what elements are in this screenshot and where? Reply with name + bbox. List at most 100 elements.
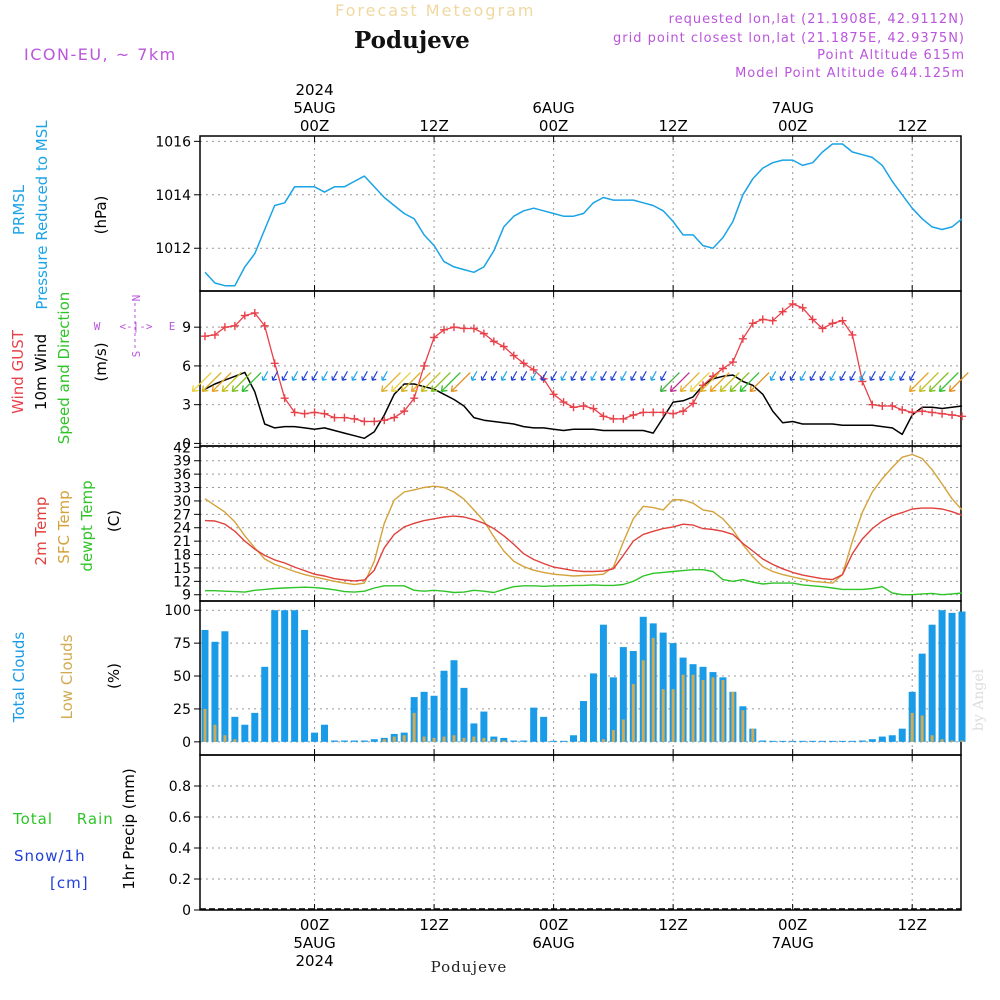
gust-point xyxy=(230,321,239,330)
total-cloud-bar xyxy=(281,610,289,742)
wind-arrow xyxy=(371,376,377,381)
gust-point xyxy=(848,330,857,339)
bottom-time-label: 12Z xyxy=(419,916,448,934)
gust-point xyxy=(360,417,369,426)
clouds-ytick-label: 50 xyxy=(173,669,191,685)
precip-axis-label: 1hr Precip (mm) xyxy=(120,768,138,889)
gust-point xyxy=(300,409,309,418)
clouds-ytick-label: 75 xyxy=(173,636,191,652)
low-cloud-bar xyxy=(741,710,745,742)
wind-arrow xyxy=(719,372,740,392)
total-cloud-bar xyxy=(321,724,329,742)
bottom-time-label: 2024 xyxy=(295,952,333,970)
total-cloud-bar xyxy=(829,740,837,742)
total-cloud-bar xyxy=(370,739,378,742)
total-cloud-bar xyxy=(330,740,338,742)
top-time-label: 00Z xyxy=(778,117,807,135)
wind-arrow xyxy=(351,376,357,381)
wind-arrow xyxy=(481,370,488,381)
wind-arrow xyxy=(390,385,398,393)
pressure-ytick-label: 1014 xyxy=(155,188,191,204)
gust-point xyxy=(798,303,807,312)
total-cloud-bar xyxy=(570,735,578,742)
pressure-ytick-label: 1012 xyxy=(155,241,191,257)
wind-arrow xyxy=(381,370,388,381)
total-cloud-bar xyxy=(350,740,358,742)
wind-arrow xyxy=(849,376,855,381)
precip-label-rain: Total Rain xyxy=(12,810,114,828)
wind-arrow xyxy=(729,385,737,393)
total-cloud-bar xyxy=(231,716,239,742)
gust-point xyxy=(738,334,747,343)
wind-arrow xyxy=(531,370,538,381)
gust-point xyxy=(449,323,458,332)
total-cloud-bar xyxy=(759,740,767,742)
pressure-frame xyxy=(199,135,962,292)
temp-label-sfc: SFC Temp xyxy=(55,490,73,563)
total-cloud-bar xyxy=(809,740,817,742)
wind-arrow xyxy=(918,385,926,393)
gust-point xyxy=(200,332,209,341)
bottom-time-label: 00Z xyxy=(300,916,329,934)
total-cloud-bar xyxy=(291,610,299,742)
low-cloud-bar xyxy=(492,739,496,742)
compass-north: N xyxy=(130,295,143,302)
wind-arrow xyxy=(550,376,556,381)
wind-arrow xyxy=(780,370,787,381)
wind-arrow xyxy=(231,372,252,392)
low-cloud-bar xyxy=(950,740,954,742)
gust-point xyxy=(370,417,379,426)
total-cloud-bar xyxy=(799,740,807,742)
clouds-ytick-label: 0 xyxy=(182,735,191,751)
gust-markers xyxy=(200,299,966,426)
gust-point xyxy=(440,325,449,334)
wind-arrow xyxy=(899,376,905,381)
low-cloud-bar xyxy=(502,740,506,742)
gust-point xyxy=(778,307,787,316)
dewpt-line xyxy=(205,569,963,596)
compass-west: W xyxy=(94,320,101,333)
wind-arrow xyxy=(948,372,969,392)
total-cloud-bar xyxy=(858,740,866,742)
total-cloud-bar xyxy=(360,740,368,742)
precip-label-cm: [cm] xyxy=(50,874,89,892)
wind-arrow xyxy=(302,370,309,381)
wind-arrow xyxy=(580,376,586,381)
wind-arrow xyxy=(371,370,378,381)
temp-ytick-label: 18 xyxy=(173,548,191,564)
total-cloud-bar xyxy=(201,629,209,742)
pressure-label-1: PRMSL xyxy=(10,184,28,235)
gust-point xyxy=(220,323,229,332)
total-cloud-bar xyxy=(480,711,488,742)
model-name: ICON-EU, ~ 7km xyxy=(24,45,177,64)
wind-arrow xyxy=(770,370,777,381)
total-cloud-bar xyxy=(510,740,518,742)
plot-layer: 1012101410160369912151821242730333639420… xyxy=(155,81,969,970)
wind-arrow xyxy=(938,372,959,392)
sfc-temp-line xyxy=(204,453,963,586)
low-cloud-bar xyxy=(392,736,396,742)
total-cloud-bar xyxy=(888,735,896,742)
wind-panel: 0 3 6 9 xyxy=(182,290,962,452)
gust-point xyxy=(579,401,588,410)
wind-arrow xyxy=(450,385,458,393)
wind-arrow xyxy=(640,370,647,381)
wind-ytick-label: 3 xyxy=(182,398,191,414)
gust-point xyxy=(400,407,409,416)
point-altitude: Point Altitude 615m xyxy=(817,48,965,63)
low-cloud-bar xyxy=(651,637,655,742)
gust-point xyxy=(569,403,578,412)
pressure-unit: (hPa) xyxy=(92,196,110,235)
gust-point xyxy=(808,315,817,324)
gust-point xyxy=(689,399,698,408)
gust-point xyxy=(629,411,638,419)
wind-arrow xyxy=(201,372,222,392)
gust-point xyxy=(619,414,628,423)
clouds-ytick-label: 25 xyxy=(173,702,191,718)
wind-labels: Wind GUST 10m Wind Speed and Direction (… xyxy=(9,292,175,445)
gust-point xyxy=(599,412,608,421)
temp-label-dewpt: dewpt Temp xyxy=(78,480,96,571)
temp-labels: 2m Temp SFC Temp dewpt Temp (C) xyxy=(32,480,123,571)
wind-arrow xyxy=(889,370,896,381)
gust-point xyxy=(420,361,429,370)
